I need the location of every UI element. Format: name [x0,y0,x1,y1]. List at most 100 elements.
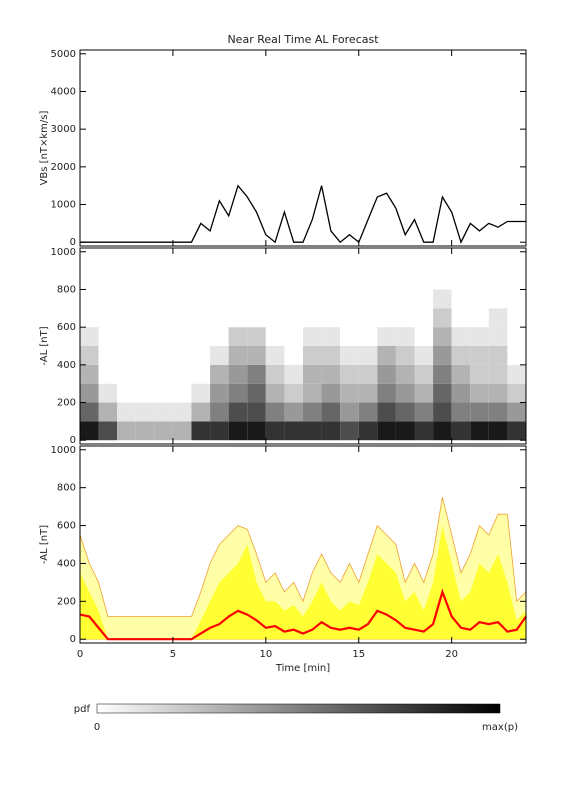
pdf-cell [414,308,434,328]
panel: 0 1000 2000 3000 4000 5000 VBs [nT×km/s] [39,49,527,248]
colorbar-min: 0 [94,722,100,733]
pdf-cell [284,421,303,441]
pdf-cell [488,383,508,403]
pdf-cell [488,327,508,346]
pdf-cell [172,364,192,384]
pdf-cell [265,421,285,441]
pdf-cell [303,383,322,403]
pdf-cell [377,289,396,309]
pdf-cell [488,289,508,309]
pdf-cell [98,402,118,422]
y-tick-label: 600 [57,521,76,532]
pdf-cell [154,402,173,422]
pdf-cell [247,289,266,309]
pdf-cell [414,346,434,365]
pdf-cell [470,289,489,309]
pdf-cell [284,364,303,384]
pdf-cell [154,383,173,403]
pdf-cell [265,402,285,422]
pdf-cell [154,327,173,346]
pdf-cell [191,327,211,346]
pdf-cell [228,364,248,384]
y-tick-label: 400 [57,558,76,569]
pdf-cell [507,421,526,441]
pdf-cell [358,327,378,346]
y-tick-label: 600 [57,322,76,333]
pdf-cell [377,327,396,346]
pdf-cell [358,421,378,441]
pdf-cell [98,289,118,309]
pdf-cell [395,383,415,403]
pdf-cell [80,289,99,309]
pdf-cell [80,402,99,422]
pdf-cell [247,327,266,346]
pdf-cell [284,383,303,403]
pdf-cell [377,308,396,328]
pdf-cell [265,308,285,328]
pdf-cell [210,346,229,365]
pdf-cell [228,327,248,346]
pdf-cell [303,289,322,309]
pdf-cell [117,346,136,365]
x-tick-label: 0 [77,649,83,660]
pdf-cell [135,327,155,346]
pdf-cell [98,383,118,403]
pdf-cell [303,402,322,422]
pdf-cell [154,421,173,441]
pdf-cell [284,289,303,309]
pdf-cell [470,327,489,346]
pdf-cell [135,346,155,365]
pdf-cell [470,364,489,384]
pdf-cell [210,421,229,441]
pdf-cell [451,421,471,441]
y-tick-label: 800 [57,284,76,295]
pdf-cell [507,289,526,309]
pdf-cell [191,402,211,422]
pdf-cell [377,383,396,403]
pdf-cell [80,364,99,384]
pdf-cell [451,289,471,309]
chart-title: Near Real Time AL Forecast [227,33,379,46]
pdf-cell [303,421,322,441]
pdf-cell [80,327,99,346]
pdf-cell [414,364,434,384]
pdf-cell [265,383,285,403]
pdf-cell [358,364,378,384]
pdf-cell [395,308,415,328]
pdf-cell [303,346,322,365]
pdf-cell [117,289,136,309]
pdf-cell [433,327,452,346]
x-axis-label: Time [min] [275,663,330,674]
pdf-cell [172,308,192,328]
pdf-cell [451,308,471,328]
pdf-cell [377,421,396,441]
pdf-cell [451,364,471,384]
pdf-cell [117,402,136,422]
y-tick-label: 3000 [51,124,76,135]
pdf-cell [321,421,341,441]
pdf-cell [210,308,229,328]
pdf-cell [321,383,341,403]
pdf-cell [377,364,396,384]
y-tick-label: 0 [70,237,76,248]
pdf-cell [433,421,452,441]
pdf-cell [451,327,471,346]
pdf-cell [340,327,359,346]
pdf-cell [172,383,192,403]
pdf-cell [321,308,341,328]
y-tick-label: 1000 [51,200,76,211]
pdf-cell [340,289,359,309]
pdf-cell [228,383,248,403]
pdf-cell [284,327,303,346]
pdf-cell [135,383,155,403]
pdf-cell [470,383,489,403]
pdf-cell [210,289,229,309]
pdf-cell [98,346,118,365]
pdf-cell [470,402,489,422]
pdf-cell [433,289,452,309]
colorbar [96,703,501,714]
pdf-cell [247,402,266,422]
pdf-cell [80,346,99,365]
pdf-cell [303,327,322,346]
pdf-cell [470,421,489,441]
